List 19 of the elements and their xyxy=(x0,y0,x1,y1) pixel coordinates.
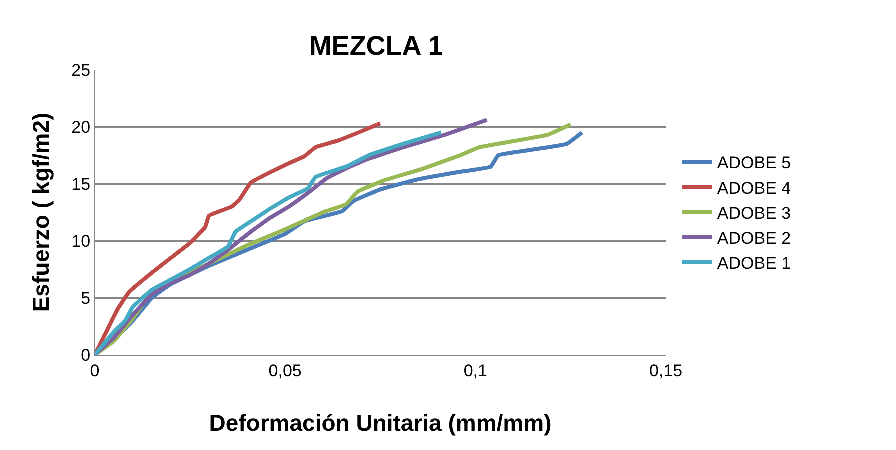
legend-label: ADOBE 3 xyxy=(717,204,792,223)
legend-label: ADOBE 2 xyxy=(717,228,792,248)
x-axis-title: Deformación Unitaria (mm/mm) xyxy=(209,410,552,436)
line-series xyxy=(95,130,444,355)
chart-title: MEZCLA 1 xyxy=(309,30,444,61)
y-tick-label: 0 xyxy=(81,346,91,365)
legend-label: ADOBE 1 xyxy=(717,254,792,274)
y-axis-title: Esfuerzo ( kgf/m2) xyxy=(28,112,54,312)
legend-label: ADOBE 5 xyxy=(717,154,792,173)
legend-label: ADOBE 4 xyxy=(717,178,792,198)
y-tick-label: 25 xyxy=(72,60,91,80)
y-tick-label: 10 xyxy=(72,232,91,251)
x-tick-label: 0,05 xyxy=(268,361,302,380)
y-tick-label: 5 xyxy=(81,288,91,308)
y-tick-label: 15 xyxy=(72,174,91,194)
x-tick-label: 0,1 xyxy=(464,361,488,380)
line-series xyxy=(95,118,490,355)
x-tick-label: 0,15 xyxy=(649,361,683,380)
y-tick-label: 20 xyxy=(72,118,91,137)
